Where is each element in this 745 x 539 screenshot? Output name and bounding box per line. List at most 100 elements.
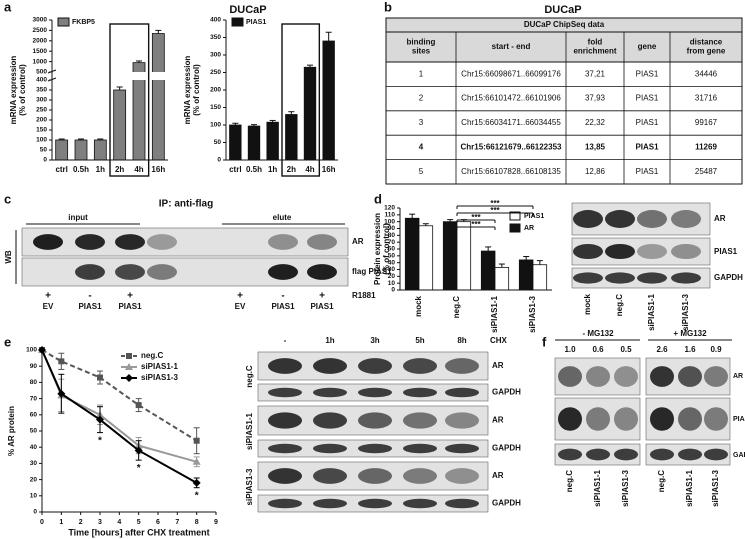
panel-title: DUCaP xyxy=(544,4,581,16)
bar xyxy=(303,66,317,161)
highlight-box xyxy=(109,23,150,177)
lane-label: siPIAS1-3 xyxy=(711,469,720,506)
y-tick-label: 70 xyxy=(30,395,38,402)
significance-label: * xyxy=(98,435,102,446)
y-tick-label: 3000 xyxy=(33,17,48,24)
bar xyxy=(418,225,434,291)
y-tick-label: 1000 xyxy=(33,58,48,65)
table-cell: PIAS1 xyxy=(636,94,659,103)
y-tick-label: 20 xyxy=(30,476,38,483)
y-tick-label: 250 xyxy=(36,107,47,114)
error-bar xyxy=(97,138,104,140)
legend-label: siPIAS1-1 xyxy=(141,362,178,371)
table-cell: PIAS1 xyxy=(636,118,659,127)
error-bar xyxy=(136,60,142,63)
y-tick-label: 60 xyxy=(388,246,396,253)
blot-band xyxy=(268,264,298,280)
x-tick-label: 4h xyxy=(305,165,314,174)
table-cell: 12,86 xyxy=(585,167,606,176)
x-tick-label: 9 xyxy=(214,519,218,526)
blot-band xyxy=(704,366,728,387)
table-header: enrichment xyxy=(573,47,616,56)
table-cell: 37,21 xyxy=(585,69,606,78)
blot-band xyxy=(605,272,635,284)
blot-band xyxy=(358,443,392,454)
bar xyxy=(247,125,261,161)
blot-row-label: GAPDH xyxy=(492,444,521,453)
error-bar xyxy=(116,86,123,90)
blot-band xyxy=(671,272,701,284)
y-tick-label: 150 xyxy=(210,104,221,111)
lane-label: PIAS1 xyxy=(310,302,334,311)
error-bar xyxy=(307,64,313,68)
error-bar xyxy=(269,119,276,123)
bar xyxy=(285,114,298,161)
y-tick-label: 80 xyxy=(388,232,396,239)
lane-label: neg.C xyxy=(657,470,666,492)
y-tick-label: 150 xyxy=(36,127,47,134)
y-tick-label: 60 xyxy=(30,412,38,419)
x-tick-label: 0.5h xyxy=(73,165,89,174)
y-axis-label: mRNA expression xyxy=(9,56,18,125)
x-tick-label: 1h xyxy=(268,165,277,174)
table-cell: 5 xyxy=(419,167,424,176)
y-tick-label: 200 xyxy=(36,117,47,124)
blot-row-label: AR xyxy=(492,471,504,480)
lane-label: 1h xyxy=(325,336,334,345)
y-tick-label: 2000 xyxy=(33,38,48,45)
legend-swatch xyxy=(231,17,244,27)
blot-band xyxy=(671,243,701,260)
blot-band xyxy=(678,407,702,431)
table-header: sites xyxy=(412,47,431,56)
blot-band xyxy=(445,498,479,509)
blot-band xyxy=(573,272,603,284)
bar xyxy=(404,217,420,291)
table-cell: Chr15:66034171..66034455 xyxy=(461,118,561,127)
blot-row-label: GAPDH xyxy=(492,388,521,397)
table-cell: 3 xyxy=(419,118,424,127)
panel-label: f xyxy=(542,334,547,349)
x-tick-label: 4 xyxy=(117,519,121,526)
blot-row-label: GAPDH xyxy=(492,499,521,508)
lane-label: EV xyxy=(43,302,54,311)
blot-band xyxy=(637,210,667,228)
legend-label: PIAS1 xyxy=(246,19,266,26)
x-tick-label: 8 xyxy=(195,519,199,526)
y-tick-label: 0 xyxy=(217,157,221,164)
legend-label: FKBP5 xyxy=(72,19,95,26)
x-tick-label: 4h xyxy=(134,165,143,174)
y-axis-label: Protein expression xyxy=(373,213,382,285)
table-header: start - end xyxy=(492,42,531,51)
x-tick-label: siPIAS1-1 xyxy=(490,295,499,332)
legend-label: AR xyxy=(524,225,534,232)
blot-band xyxy=(403,443,437,454)
blot-band xyxy=(147,234,177,250)
error-bar xyxy=(523,256,530,260)
quantification: 1.6 xyxy=(684,345,696,354)
x-tick-label: 0.5h xyxy=(246,165,262,174)
y-tick-label: 300 xyxy=(210,52,221,59)
table-cell: Chr15:66107828..66108135 xyxy=(461,167,561,176)
table-cell: Chr15:66101472..66101906 xyxy=(461,94,561,103)
bar xyxy=(442,221,458,291)
x-tick-label: 2 xyxy=(79,519,83,526)
blot-band xyxy=(358,498,392,509)
y-axis-label: (% of control) xyxy=(382,223,391,275)
error-bar xyxy=(251,124,257,127)
treatment-sign: + xyxy=(45,291,51,302)
table-title: DUCaP ChipSeq data xyxy=(524,20,605,29)
blot-band xyxy=(33,234,63,250)
x-tick-label: ctrl xyxy=(55,165,67,174)
y-tick-label: 50 xyxy=(388,253,396,260)
y-tick-label: 350 xyxy=(210,34,221,41)
bar xyxy=(151,33,165,161)
x-tick-label: neg.C xyxy=(452,296,461,318)
quantification: 0.5 xyxy=(620,345,632,354)
table-header: binding xyxy=(407,38,436,47)
blot-side-label: WB xyxy=(4,250,13,264)
error-bar xyxy=(498,263,505,268)
lane-label: PIAS1 xyxy=(78,302,102,311)
blot-band xyxy=(678,366,702,387)
blot-band xyxy=(445,443,479,454)
treatment-sign: + xyxy=(127,291,133,302)
